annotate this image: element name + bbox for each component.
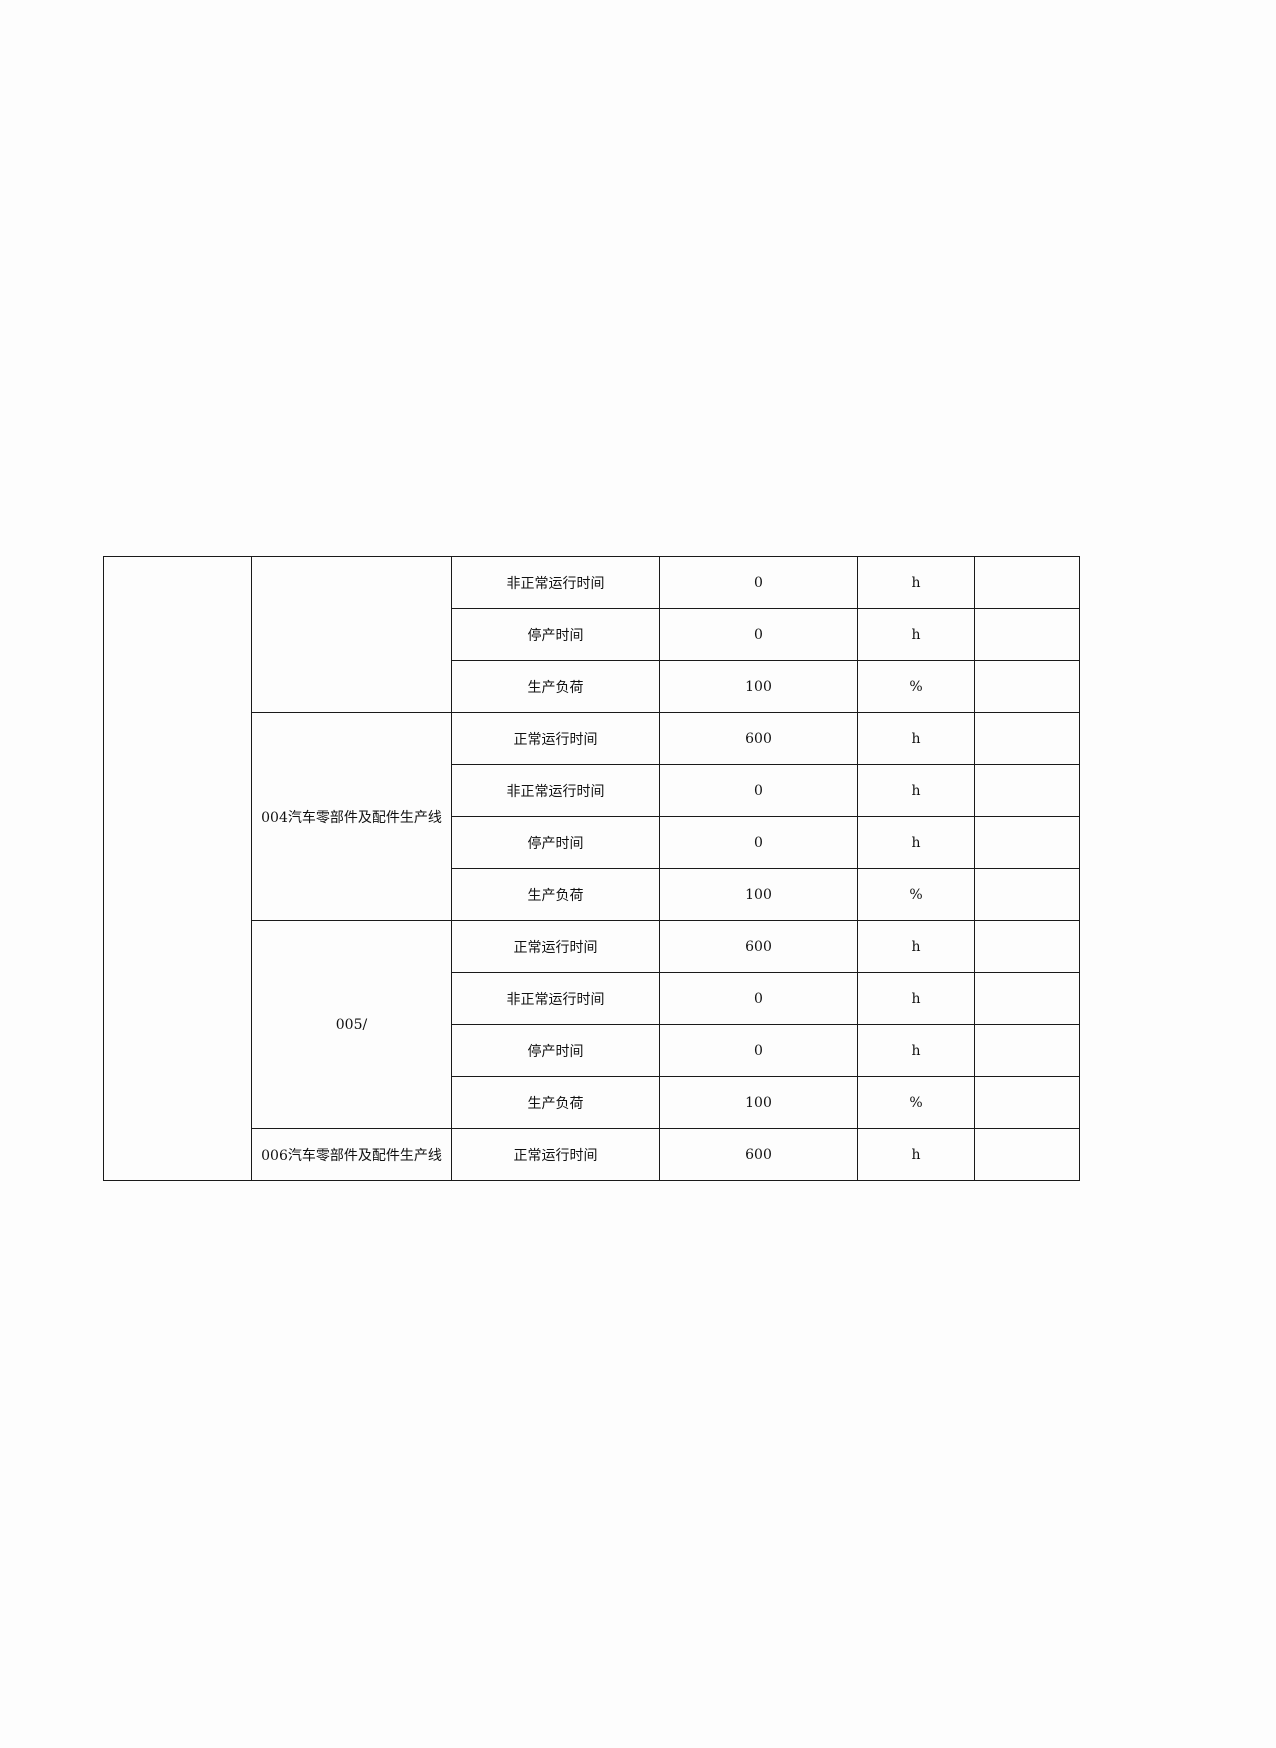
unit-cell: h: [857, 816, 975, 869]
note-cell: [974, 1024, 1080, 1077]
note-cell: [974, 660, 1080, 713]
table-row: 非正常运行时间 0 h: [104, 764, 1080, 817]
value-cell: 0: [659, 764, 858, 817]
unit-cell: %: [857, 660, 975, 713]
table-row: 非正常运行时间 0 h: [104, 972, 1080, 1025]
production-line-cell: 004汽车零部件及配件生产线: [251, 712, 452, 921]
note-cell: [974, 608, 1080, 661]
item-cell: 正常运行时间: [451, 920, 660, 973]
unit-cell: h: [857, 556, 975, 609]
unit-cell: h: [857, 1128, 975, 1181]
table-row: 生产负荷 100%: [104, 1076, 1080, 1129]
note-cell: [974, 712, 1080, 765]
production-status-table: 非正常运行时间 0 h 停产时间 0 h 生产负荷 100% 004汽车零部件及配件生产线 正常运…: [103, 556, 1080, 1181]
item-cell: 生产负荷: [451, 868, 660, 921]
item-cell: 非正常运行时间: [451, 764, 660, 817]
unit-cell: %: [857, 868, 975, 921]
table-row: 生产负荷 100%: [104, 868, 1080, 921]
item-cell: 停产时间: [451, 608, 660, 661]
note-cell: [974, 816, 1080, 869]
unit-cell: h: [857, 972, 975, 1025]
note-cell: [974, 764, 1080, 817]
item-cell: 停产时间: [451, 816, 660, 869]
item-cell: 正常运行时间: [451, 1128, 660, 1181]
note-cell: [974, 972, 1080, 1025]
note-cell: [974, 556, 1080, 609]
item-cell: 正常运行时间: [451, 712, 660, 765]
unit-cell: h: [857, 608, 975, 661]
item-cell: 生产负荷: [451, 1076, 660, 1129]
table-row: 生产负荷 100%: [104, 660, 1080, 713]
note-cell: [974, 920, 1080, 973]
value-cell: 0: [659, 608, 858, 661]
value-cell: 600: [659, 712, 858, 765]
item-cell: 停产时间: [451, 1024, 660, 1077]
unit-cell: h: [857, 920, 975, 973]
value-cell: 0: [659, 1024, 858, 1077]
value-cell: 0: [659, 556, 858, 609]
unit-cell: h: [857, 1024, 975, 1077]
table-row: 停产时间 0 h: [104, 1024, 1080, 1077]
value-cell: 600: [659, 1128, 858, 1181]
item-cell: 生产负荷: [451, 660, 660, 713]
item-cell: 非正常运行时间: [451, 556, 660, 609]
table-row: 005/正常运行时间 600 h: [104, 920, 1080, 1129]
value-cell: 600: [659, 920, 858, 973]
value-cell: 100: [659, 1076, 858, 1129]
value-cell: 0: [659, 972, 858, 1025]
production-line-cell: 006汽车零部件及配件生产线: [251, 1128, 452, 1181]
unit-cell: h: [857, 712, 975, 765]
value-cell: 100: [659, 868, 858, 921]
production-line-cell: 005/: [251, 920, 452, 1129]
table-row: 非正常运行时间 0 h: [103, 556, 1080, 1181]
value-cell: 100: [659, 660, 858, 713]
unit-cell: h: [857, 764, 975, 817]
production-line-cell: [251, 556, 452, 713]
item-cell: 非正常运行时间: [451, 972, 660, 1025]
value-cell: 0: [659, 816, 858, 869]
table-row: 004汽车零部件及配件生产线 正常运行时间 600 h: [104, 712, 1080, 921]
table-row: 停产时间 0 h: [104, 608, 1080, 661]
note-cell: [974, 868, 1080, 921]
unit-cell: %: [857, 1076, 975, 1129]
note-cell: [974, 1076, 1080, 1129]
table-row: 006汽车零部件及配件生产线 正常运行时间 600 h: [104, 1128, 1080, 1181]
category-cell: [103, 556, 252, 1181]
table-row: 停产时间 0 h: [104, 816, 1080, 869]
note-cell: [974, 1128, 1080, 1181]
